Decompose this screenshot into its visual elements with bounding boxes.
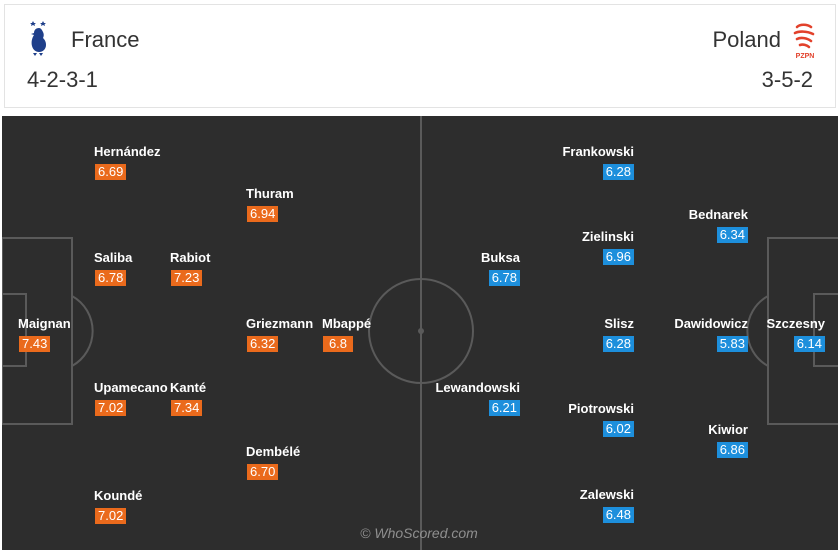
match-header: France 4-2-3-1 Poland PZPN 3-5-2 xyxy=(4,4,836,108)
player-name: Saliba xyxy=(94,250,133,265)
player-kiwior[interactable]: Kiwior 6.86 xyxy=(708,422,748,458)
away-team-name: Poland xyxy=(712,27,781,52)
player-kounde[interactable]: Koundé 7.02 xyxy=(94,488,142,524)
player-rabiot[interactable]: Rabiot 7.23 xyxy=(170,250,210,286)
player-mbappe[interactable]: Mbappé 6.8 xyxy=(322,316,371,352)
watermark: © WhoScored.com xyxy=(360,525,478,541)
player-rating: 6.32 xyxy=(247,336,279,352)
player-bednarek[interactable]: Bednarek 6.34 xyxy=(689,207,748,243)
player-rating: 6.21 xyxy=(488,400,520,416)
player-slisz[interactable]: Slisz 6.28 xyxy=(602,316,634,352)
player-name: Mbappé xyxy=(322,316,372,331)
player-dembele[interactable]: Dembélé 6.70 xyxy=(246,444,300,480)
player-name: Bednarek xyxy=(688,207,748,222)
player-name: Griezmann xyxy=(246,316,314,331)
player-rating: 6.86 xyxy=(716,442,748,458)
player-name: Thuram xyxy=(246,186,294,201)
player-rating: 6.28 xyxy=(602,164,634,180)
rooster-crest-icon xyxy=(30,21,46,56)
player-frankowski[interactable]: Frankowski 6.28 xyxy=(562,144,634,180)
player-szczesny[interactable]: Szczesny 6.14 xyxy=(766,316,825,352)
player-name: Kanté xyxy=(170,380,207,395)
player-buksa[interactable]: Buksa 6.78 xyxy=(481,250,520,286)
player-name: Hernández xyxy=(94,144,161,159)
player-name: Rabiot xyxy=(170,250,211,265)
player-rating: 6.28 xyxy=(602,336,634,352)
player-rating: 6.96 xyxy=(602,249,634,265)
player-name: Slisz xyxy=(604,316,634,331)
player-name: Piotrowski xyxy=(568,401,634,416)
player-rating: 5.83 xyxy=(716,336,748,352)
player-name: Lewandowski xyxy=(435,380,520,395)
player-name: Zalewski xyxy=(579,487,634,502)
player-name: Zielinski xyxy=(581,229,634,244)
player-name: Buksa xyxy=(480,250,520,265)
crest-text: PZPN xyxy=(796,53,815,60)
player-rating: 6.78 xyxy=(95,270,127,286)
player-zielinski[interactable]: Zielinski 6.96 xyxy=(582,229,634,265)
pitch: Hernández 6.69 Thuram 6.94 Saliba 6.78 R… xyxy=(2,116,838,550)
player-rating: 6.78 xyxy=(488,270,520,286)
player-dawidowicz[interactable]: Dawidowicz 5.83 xyxy=(674,316,748,352)
player-lewandowski[interactable]: Lewandowski 6.21 xyxy=(435,380,520,416)
player-rating: 6.14 xyxy=(793,336,825,352)
player-griezmann[interactable]: Griezmann 6.32 xyxy=(246,316,313,352)
player-rating: 7.34 xyxy=(171,400,203,416)
player-rating: 6.34 xyxy=(716,227,748,243)
player-name: Szczesny xyxy=(766,316,825,331)
player-rating: 6.02 xyxy=(602,421,634,437)
player-upamecano[interactable]: Upamecano 7.02 xyxy=(94,380,168,416)
player-piotrowski[interactable]: Piotrowski 6.02 xyxy=(568,401,634,437)
player-rating: 6.69 xyxy=(95,164,127,180)
player-name: Dembélé xyxy=(246,444,301,459)
player-rating: 6.8 xyxy=(323,336,353,352)
player-name: Maignan xyxy=(18,316,71,331)
player-name: Upamecano xyxy=(94,380,168,395)
player-rating: 6.70 xyxy=(247,464,279,480)
pzpn-eagle-crest-icon: PZPN xyxy=(793,23,815,60)
player-name: Kiwior xyxy=(708,422,748,437)
player-name: Koundé xyxy=(94,488,143,503)
home-team-name: France xyxy=(71,27,140,52)
player-hernandez[interactable]: Hernández 6.69 xyxy=(94,144,160,180)
player-rating: 6.48 xyxy=(602,507,634,523)
player-rating: 7.23 xyxy=(171,270,203,286)
player-name: Frankowski xyxy=(562,144,634,159)
player-name: Dawidowicz xyxy=(674,316,748,331)
player-rating: 7.43 xyxy=(19,336,51,352)
player-rating: 6.94 xyxy=(247,206,279,222)
player-rating: 7.02 xyxy=(95,400,127,416)
pitch-markings xyxy=(2,116,838,550)
player-maignan[interactable]: Maignan 7.43 xyxy=(18,316,71,352)
away-formation: 3-5-2 xyxy=(761,67,813,92)
player-rating: 7.02 xyxy=(95,508,127,524)
player-zalewski[interactable]: Zalewski 6.48 xyxy=(580,487,634,523)
player-saliba[interactable]: Saliba 6.78 xyxy=(94,250,132,286)
home-formation: 4-2-3-1 xyxy=(27,67,98,92)
player-thuram[interactable]: Thuram 6.94 xyxy=(246,186,294,222)
player-kante[interactable]: Kanté 7.34 xyxy=(170,380,206,416)
